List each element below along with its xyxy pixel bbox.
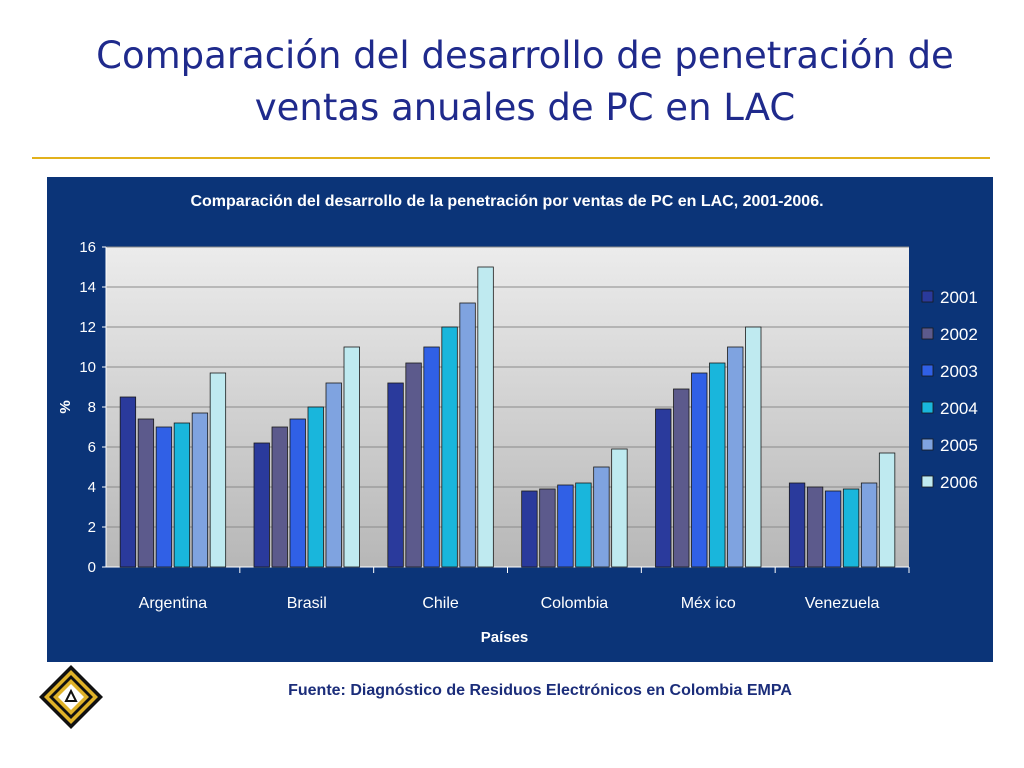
bar-2003-argentina <box>155 426 173 568</box>
bar-2004-chile <box>441 326 458 568</box>
bar-2005-méxico <box>727 346 744 568</box>
x-tick-label: Colombia <box>541 595 609 612</box>
source-note: Fuente: Diagnóstico de Residuos Electrón… <box>288 682 792 699</box>
bar-2003-venezuela <box>824 490 842 568</box>
bar-chart: 0 2 4 6 8 10 12 14 16 Argentina Brasil Chile Colombi… <box>57 239 978 646</box>
legend-swatch-2003 <box>921 364 934 377</box>
bar-2004-méxico <box>709 362 726 568</box>
y-tick-label: 10 <box>79 359 96 376</box>
bar-2006-venezuela <box>878 452 896 568</box>
y-tick-label: 8 <box>88 399 96 416</box>
legend-swatch-2002 <box>921 327 934 340</box>
bar-2001-argentina <box>119 396 137 568</box>
bar-2003-chile <box>423 346 440 568</box>
bar-2004-brasil <box>307 406 324 568</box>
y-tick-label: 6 <box>88 439 96 456</box>
chart-title: Comparación del desarrollo de la penetra… <box>190 193 824 210</box>
legend-label-2002: 2002 <box>940 325 978 344</box>
slide-title: Comparación del desarrollo de penetració… <box>96 34 954 129</box>
legend-swatch-2006 <box>921 475 934 488</box>
y-tick-label: 2 <box>88 519 96 536</box>
bar-2003-méxico <box>691 372 708 568</box>
legend-swatch-2004 <box>921 401 934 414</box>
x-axis-label: Países <box>481 629 529 646</box>
bar-2001-méxico <box>655 408 672 568</box>
bar-2005-venezuela <box>860 482 878 568</box>
chart-panel: Comparación del desarrollo de la penetra… <box>47 177 993 662</box>
bar-2002-méxico <box>673 388 690 568</box>
bar-2006-colombia <box>611 448 628 568</box>
x-tick-label: Argentina <box>139 595 208 612</box>
legend-label-2005: 2005 <box>940 436 978 455</box>
bar-2005-argentina <box>191 412 209 568</box>
legend-label-2006: 2006 <box>940 473 978 492</box>
legend-label-2001: 2001 <box>940 288 978 307</box>
bar-2006-brasil <box>343 346 360 568</box>
legend-swatch-2001 <box>921 290 934 303</box>
bar-2002-chile <box>405 362 422 568</box>
y-tick-label: 4 <box>88 479 96 496</box>
bar-2004-colombia <box>575 482 592 568</box>
legend-label-2003: 2003 <box>940 362 978 381</box>
x-tick-label: Chile <box>422 595 459 612</box>
bar-2005-colombia <box>593 466 610 568</box>
bar-2002-colombia <box>539 488 556 568</box>
bar-2002-argentina <box>137 418 155 568</box>
title-divider <box>32 157 990 159</box>
bar-2005-brasil <box>325 382 342 568</box>
y-tick-label: 12 <box>79 319 96 336</box>
x-tick-label: Méx ico <box>681 595 736 612</box>
bar-2002-venezuela <box>806 486 824 568</box>
legend-swatch-2005 <box>921 438 934 451</box>
bar-2003-colombia <box>557 484 574 568</box>
bar-2001-venezuela <box>788 482 806 568</box>
bar-2001-chile <box>387 382 404 568</box>
recycle-diamond-icon <box>39 665 103 729</box>
legend-label-2004: 2004 <box>940 399 978 418</box>
bar-2003-brasil <box>289 418 306 568</box>
y-tick-label: 0 <box>88 559 96 576</box>
bar-2006-méxico <box>745 326 762 568</box>
y-axis-label: % <box>57 400 74 413</box>
bar-2006-argentina <box>209 372 227 568</box>
bar-2004-venezuela <box>842 488 860 568</box>
bar-2001-colombia <box>521 490 538 568</box>
x-tick-label: Venezuela <box>805 595 880 612</box>
bar-2002-brasil <box>271 426 288 568</box>
x-tick-label: Brasil <box>287 595 327 612</box>
bar-2001-brasil <box>253 442 270 568</box>
bar-2006-chile <box>477 266 494 568</box>
bar-2004-argentina <box>173 422 191 568</box>
y-tick-label: 16 <box>79 239 96 256</box>
y-tick-label: 14 <box>79 279 96 296</box>
bar-2005-chile <box>459 302 476 568</box>
